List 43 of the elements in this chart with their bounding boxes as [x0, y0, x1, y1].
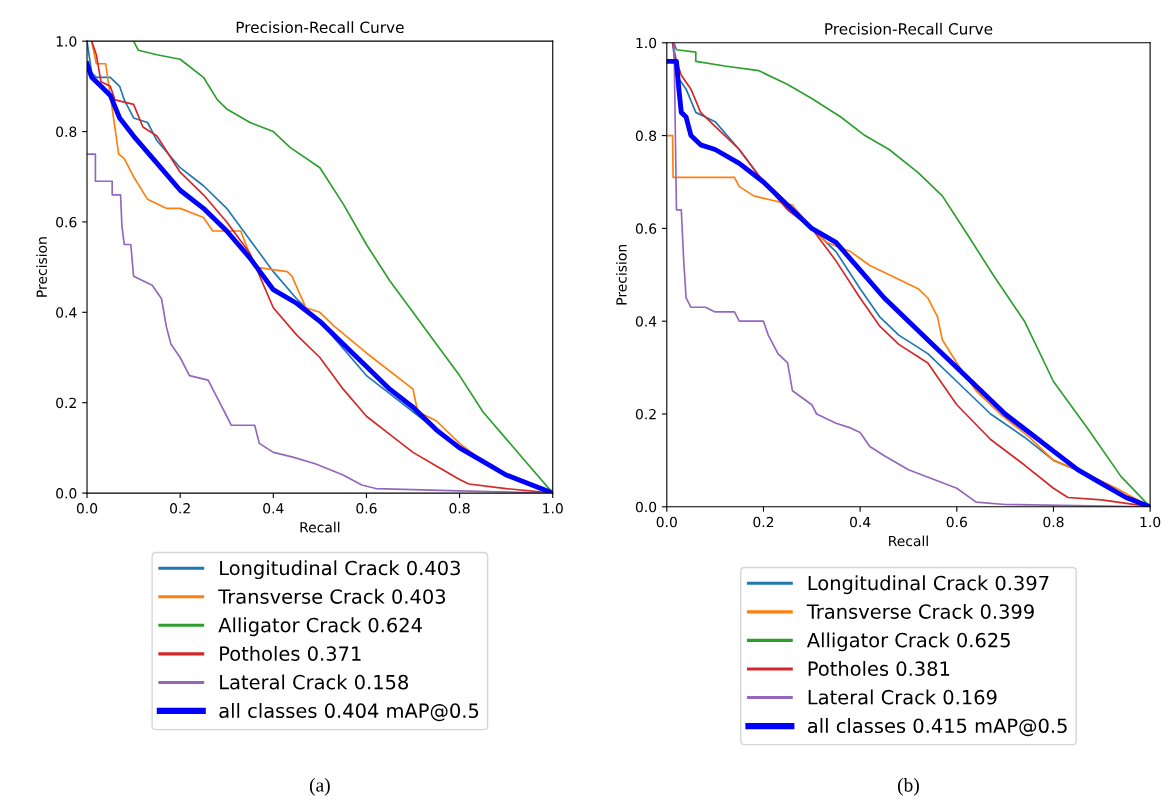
x-tick-label: 0.6	[356, 503, 377, 514]
x-tick-label: 1.0	[543, 503, 563, 514]
y-tick-label: 0.6	[635, 223, 657, 234]
legend-label: Transverse Crack 0.403	[218, 588, 446, 604]
legend-label: Potholes 0.381	[808, 660, 950, 677]
x-axis-title: Recall	[300, 521, 340, 533]
legend-label: Alligator Crack 0.625	[806, 632, 1010, 652]
y-tick-label: 0.8	[635, 130, 657, 142]
y-tick-label: 0.0	[56, 488, 77, 499]
x-tick-label: 0.8	[449, 503, 470, 514]
x-tick-label: 0.0	[76, 503, 98, 514]
y-axis-title: Precision	[615, 244, 627, 305]
legend-label: Transverse Crack 0.399	[806, 603, 1034, 619]
x-axis-title: Recall	[889, 535, 928, 547]
y-tick-label: 0.2	[635, 408, 656, 420]
legend-label: Potholes 0.371	[220, 645, 361, 661]
y-tick-label: 0.6	[56, 216, 77, 228]
chart-title: Precision-Recall Curve	[825, 22, 993, 35]
text: (a)	[309, 778, 330, 796]
x-tick-label: 1.0	[1140, 516, 1161, 528]
y-tick-label: 0.4	[56, 307, 77, 318]
y-tick-label: 0.8	[56, 126, 77, 138]
legend-label: Longitudinal Crack 0.403	[220, 560, 460, 580]
x-tick-label: 0.4	[263, 503, 284, 514]
x-tick-label: 0.8	[1043, 516, 1064, 528]
legend-label: Longitudinal Crack 0.397	[808, 575, 1049, 595]
legend-label: Alligator Crack 0.624	[218, 617, 422, 637]
x-tick-label: 0.6	[946, 516, 967, 528]
legend-label: Lateral Crack 0.169	[808, 689, 997, 705]
x-tick-label: 0.0	[656, 516, 677, 528]
legend-label: Lateral Crack 0.158	[220, 674, 409, 690]
legend-label: all classes 0.404 mAP@0.5	[219, 702, 479, 722]
legend-label: all classes 0.415 mAP@0.5	[807, 718, 1067, 737]
x-tick-label: 0.2	[753, 516, 774, 528]
text: (b)	[897, 778, 919, 796]
y-tick-label: 1.0	[56, 36, 77, 47]
chart-title: Precision-Recall Curve	[236, 21, 404, 34]
x-tick-label: 0.4	[850, 516, 871, 528]
y-tick-label: 0.2	[56, 397, 76, 409]
y-tick-label: 0.4	[635, 316, 657, 327]
x-tick-label: 0.2	[170, 503, 190, 514]
y-tick-label: 1.0	[636, 37, 657, 49]
y-axis-title: Precision	[36, 237, 47, 297]
